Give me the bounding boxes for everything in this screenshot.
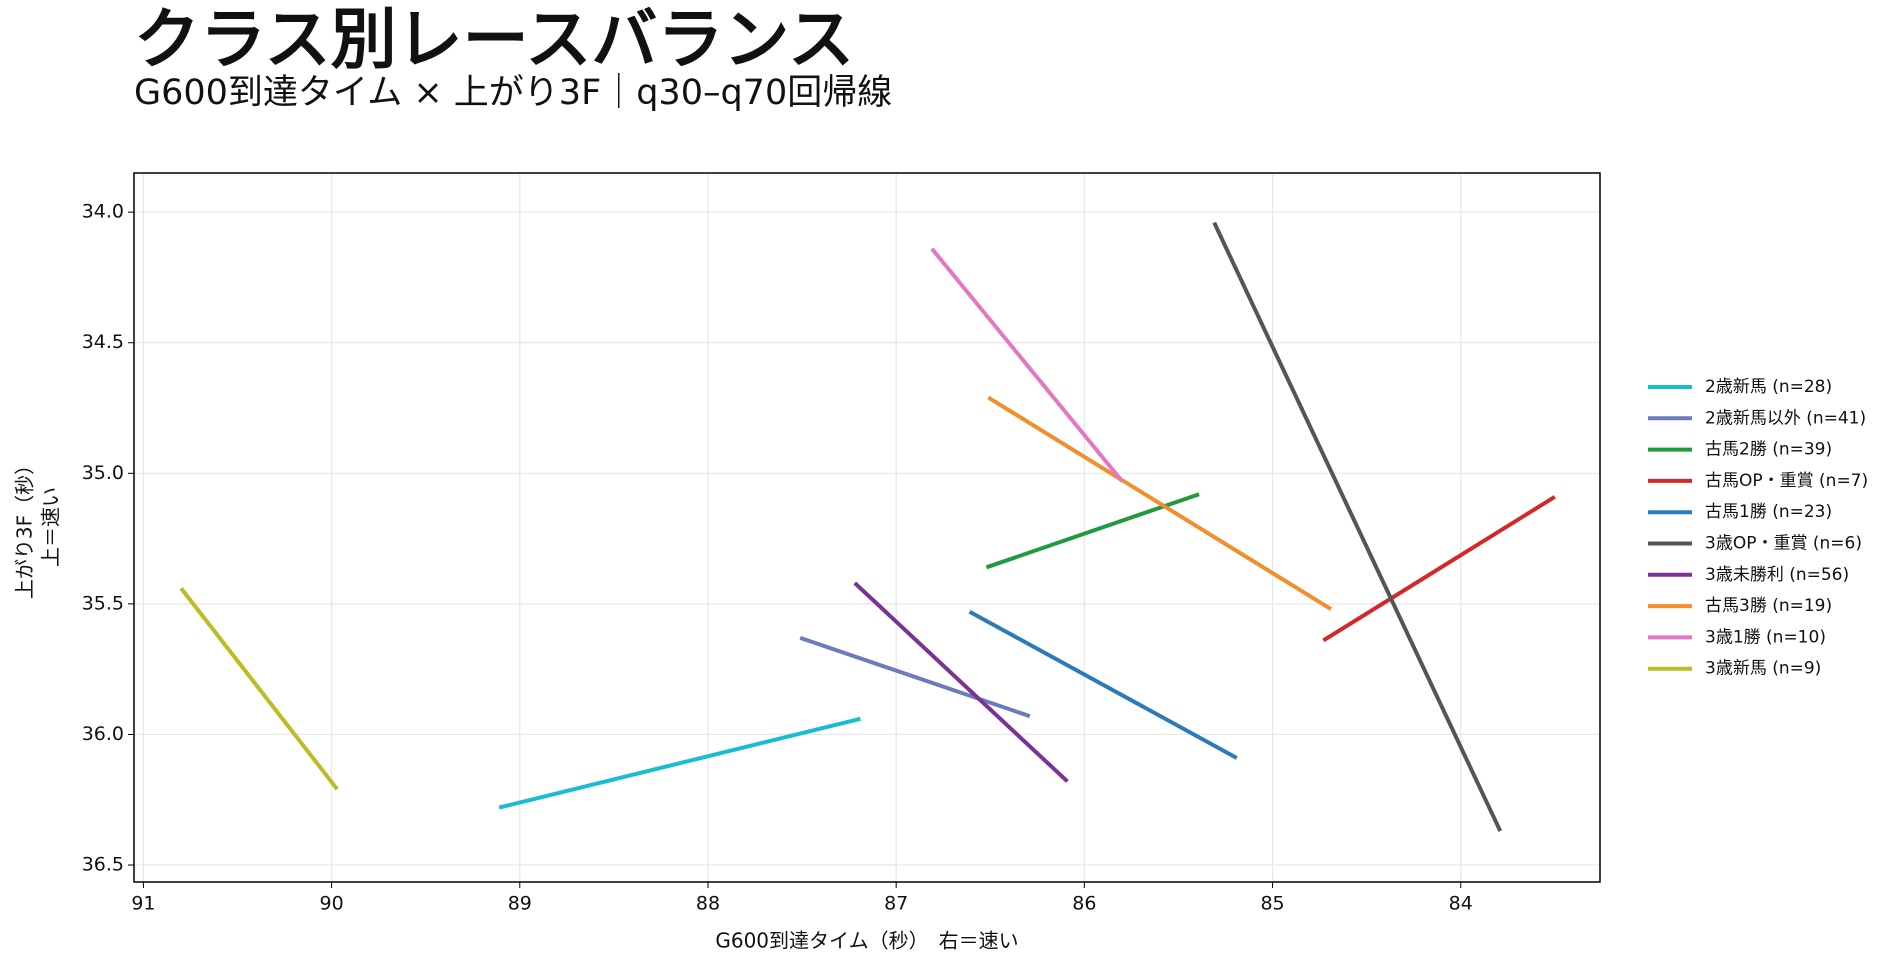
- legend-label: 2歳新馬以外 (n=41): [1705, 408, 1866, 428]
- x-axis-label: G600到達タイム（秒） 右＝速い: [715, 929, 1018, 953]
- y-tick-label: 35.0: [82, 462, 124, 484]
- legend-label: 古馬1勝 (n=23): [1705, 502, 1832, 522]
- y-tick-label: 36.0: [82, 723, 124, 745]
- chart-title: クラス別レースバランス: [134, 1, 854, 78]
- series-line: [853, 581, 1069, 783]
- y-tick-label: 36.5: [82, 854, 124, 876]
- x-tick-label: 87: [884, 893, 908, 915]
- y-tick-label: 34.5: [82, 331, 124, 353]
- x-tick-label: 88: [696, 893, 720, 915]
- legend-label: 3歳新馬 (n=9): [1705, 659, 1821, 679]
- x-tick-label: 84: [1449, 893, 1473, 915]
- plot-frame: [133, 172, 1601, 883]
- chart-subtitle: G600到達タイム × 上がり3F｜q30–q70回帰線: [134, 73, 892, 113]
- y-axis-label: 上＝速い: [39, 487, 63, 567]
- x-tick-label: 85: [1260, 893, 1284, 915]
- legend-label: 3歳1勝 (n=10): [1705, 627, 1826, 647]
- legend-label: 古馬3勝 (n=19): [1705, 596, 1832, 616]
- legend-label: 3歳OP・重賞 (n=6): [1705, 534, 1862, 554]
- series-line: [799, 635, 1031, 719]
- x-tick-label: 90: [320, 893, 344, 915]
- y-axis-label: 上がり3F（秒）: [13, 455, 37, 599]
- series-line: [968, 609, 1238, 760]
- y-tick-label: 35.5: [82, 592, 124, 614]
- series-line: [179, 586, 339, 791]
- x-tick-label: 91: [131, 893, 155, 915]
- legend-label: 古馬2勝 (n=39): [1705, 440, 1832, 460]
- series-line: [985, 492, 1200, 570]
- legend-label: 3歳未勝利 (n=56): [1705, 565, 1849, 585]
- series-line: [1322, 495, 1556, 643]
- series-line: [498, 716, 861, 810]
- series-line: [930, 247, 1124, 483]
- series-line: [1212, 221, 1503, 832]
- legend-label: 2歳新馬 (n=28): [1705, 377, 1832, 397]
- legend-label: 古馬OP・重賞 (n=7): [1705, 471, 1868, 491]
- y-tick-label: 34.0: [82, 201, 124, 223]
- x-tick-label: 89: [508, 893, 532, 915]
- x-tick-label: 86: [1072, 893, 1096, 915]
- series-line: [987, 395, 1332, 611]
